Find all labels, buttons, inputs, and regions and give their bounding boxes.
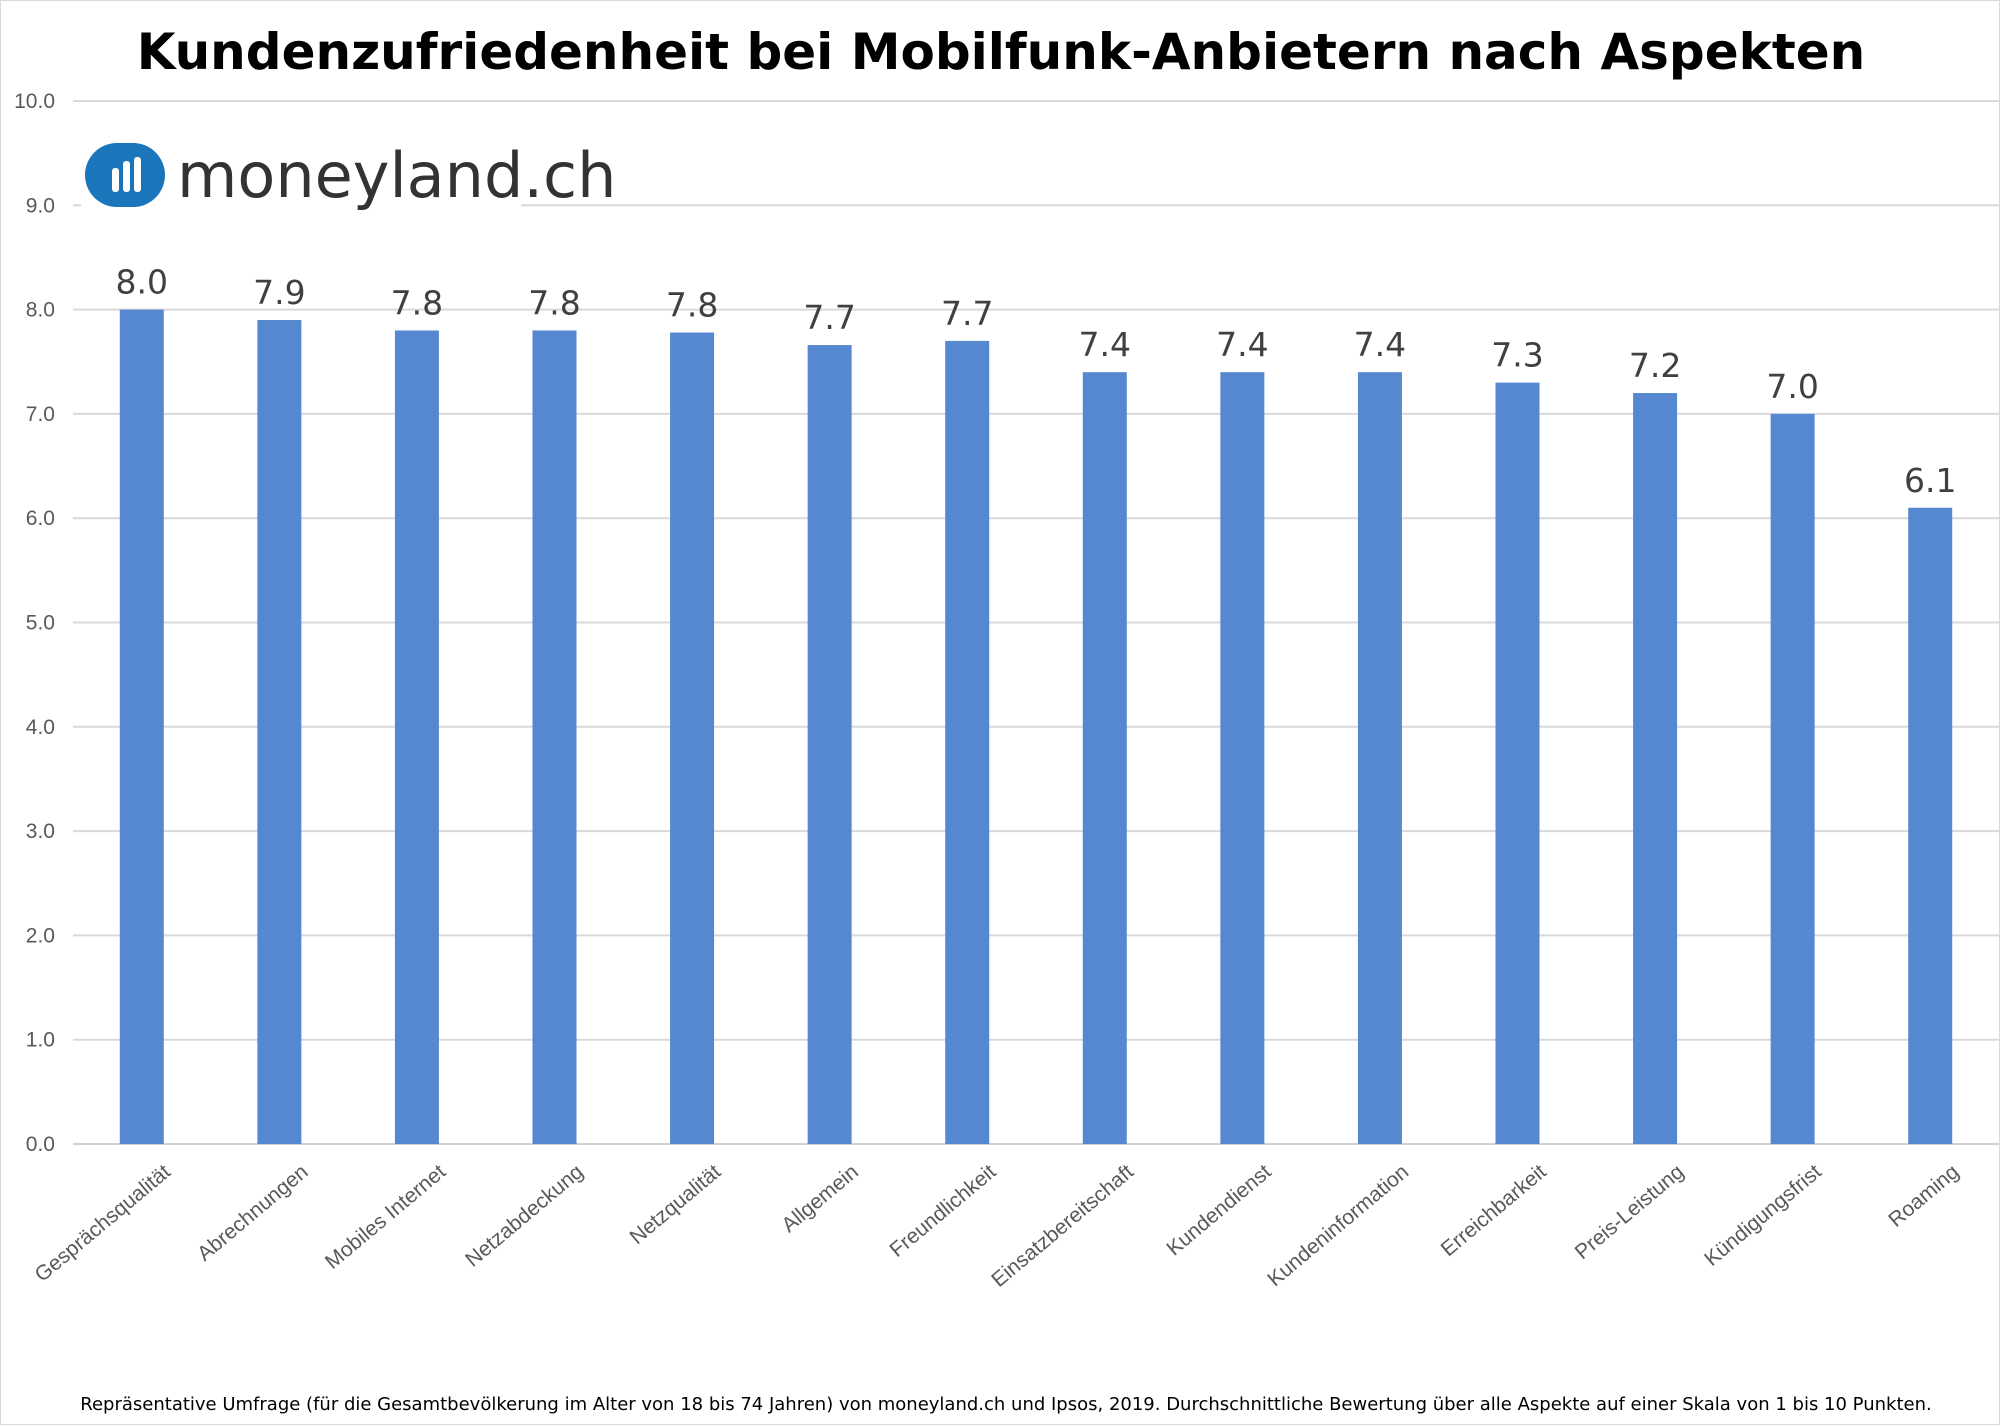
data-label: 7.7 [941,294,993,333]
x-tick-label: Abrechnungen [193,1160,312,1265]
data-label: 7.4 [1216,325,1268,364]
x-tick-label: Kundeninformation [1263,1160,1413,1291]
bar [1082,372,1127,1144]
bar [1633,393,1678,1144]
chart-title: Kundenzufriedenheit bei Mobilfunk-Anbiet… [137,23,1866,81]
x-tick-label: Netzqualität [626,1160,726,1249]
data-label: 7.8 [528,283,580,322]
data-label: 7.2 [1629,346,1681,385]
bars [119,309,1953,1145]
x-tick-label: Einsatzbereitschaft [987,1160,1138,1292]
y-tick-label: 8.0 [26,299,55,322]
x-tick-label: Kundendienst [1162,1160,1275,1260]
x-tick-label: Freundlichkeit [885,1160,1000,1262]
bar [257,320,302,1144]
bar [945,340,990,1144]
bar [1357,372,1402,1144]
x-tick-label: Gesprächsqualität [31,1160,176,1287]
data-label: 7.8 [666,286,718,325]
y-tick-label: 10.0 [14,90,55,113]
x-axis-ticks: Gesprächsqualität Abrechnungen Mobiles Int… [31,1160,1964,1292]
y-tick-label: 0.0 [26,1133,55,1156]
y-tick-label: 9.0 [26,194,55,217]
bar [119,309,164,1145]
y-tick-label: 5.0 [26,612,55,635]
data-label: 7.4 [1079,325,1131,364]
data-label: 7.4 [1354,325,1406,364]
y-tick-label: 3.0 [26,820,55,843]
bar [532,330,577,1145]
y-tick-label: 1.0 [26,1029,55,1052]
bar [807,345,852,1144]
gridlines [73,100,1999,1145]
y-tick-label: 6.0 [26,507,55,530]
y-axis-ticks: 0.0 1.0 2.0 3.0 4.0 5.0 6.0 7.0 8.0 9.0 10.0 [14,90,55,1156]
bar [1770,413,1815,1144]
footnote: Repräsentative Umfrage (für die Gesamtbe… [80,1394,1931,1415]
bar [670,332,715,1144]
y-tick-label: 2.0 [26,924,55,947]
bar-chart-icon [85,143,165,207]
x-tick-label: Kündigungsfrist [1700,1160,1826,1271]
x-tick-label: Netzabdeckung [461,1160,588,1271]
brand-name: moneyland.ch [177,139,616,212]
data-label: 8.0 [116,263,168,302]
bar [394,330,439,1145]
data-label: 6.1 [1904,461,1956,500]
x-tick-label: Erreichbarkeit [1437,1160,1551,1261]
data-labels: 8.0 7.9 7.8 7.8 7.8 7.7 7.7 7.4 7.4 7.4 7.3 7.2 7.0 6… [116,263,1957,500]
data-label: 7.7 [803,298,855,337]
brand-logo: moneyland.ch [81,127,616,217]
x-tick-label: Roaming [1884,1160,1963,1232]
x-tick-label: Mobiles Internet [321,1160,450,1274]
y-tick-label: 7.0 [26,403,55,426]
y-tick-label: 4.0 [26,716,55,739]
bar [1908,507,1953,1144]
bar [1220,372,1265,1144]
x-tick-label: Preis-Leistung [1571,1160,1689,1264]
data-label: 7.3 [1491,336,1543,375]
data-label: 7.0 [1766,367,1818,406]
data-label: 7.9 [253,273,305,312]
data-label: 7.8 [391,283,443,322]
x-tick-label: Allgemein [777,1160,862,1237]
bar [1495,382,1540,1144]
